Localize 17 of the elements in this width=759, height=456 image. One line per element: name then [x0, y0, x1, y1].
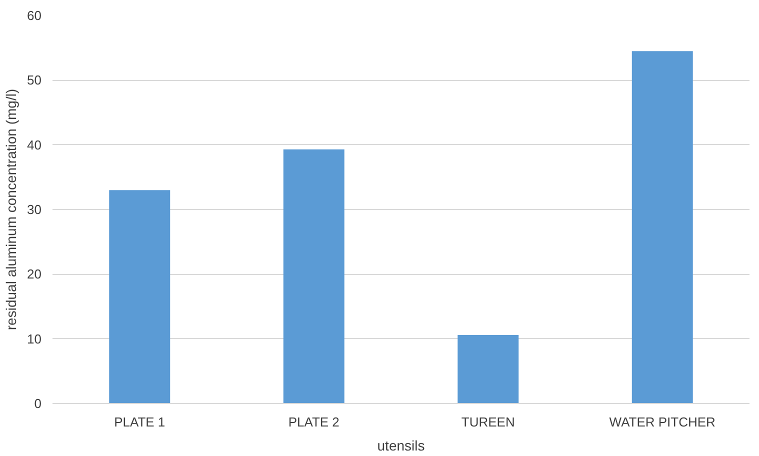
bar — [458, 334, 519, 404]
bar — [283, 149, 344, 404]
x-tick-label: PLATE 1 — [114, 414, 166, 430]
y-tick-label: 0 — [34, 396, 42, 411]
y-axis-title: residual aluminum concentration (mg/l) — [3, 88, 20, 330]
y-tick-label: 10 — [27, 331, 42, 346]
y-tick-label: 60 — [27, 8, 42, 23]
bar — [632, 51, 693, 404]
y-tick-label: 20 — [27, 266, 42, 282]
x-tick-label: WATER PITCHER — [609, 414, 716, 430]
x-tick-label: PLATE 2 — [288, 414, 340, 430]
y-tick-label: 50 — [27, 72, 42, 88]
bar — [109, 190, 170, 404]
x-axis-title: utensils — [377, 438, 425, 454]
y-tick-label: 40 — [27, 137, 42, 152]
x-tick-label: TUREEN — [461, 414, 515, 430]
y-tick-label: 30 — [27, 202, 42, 217]
